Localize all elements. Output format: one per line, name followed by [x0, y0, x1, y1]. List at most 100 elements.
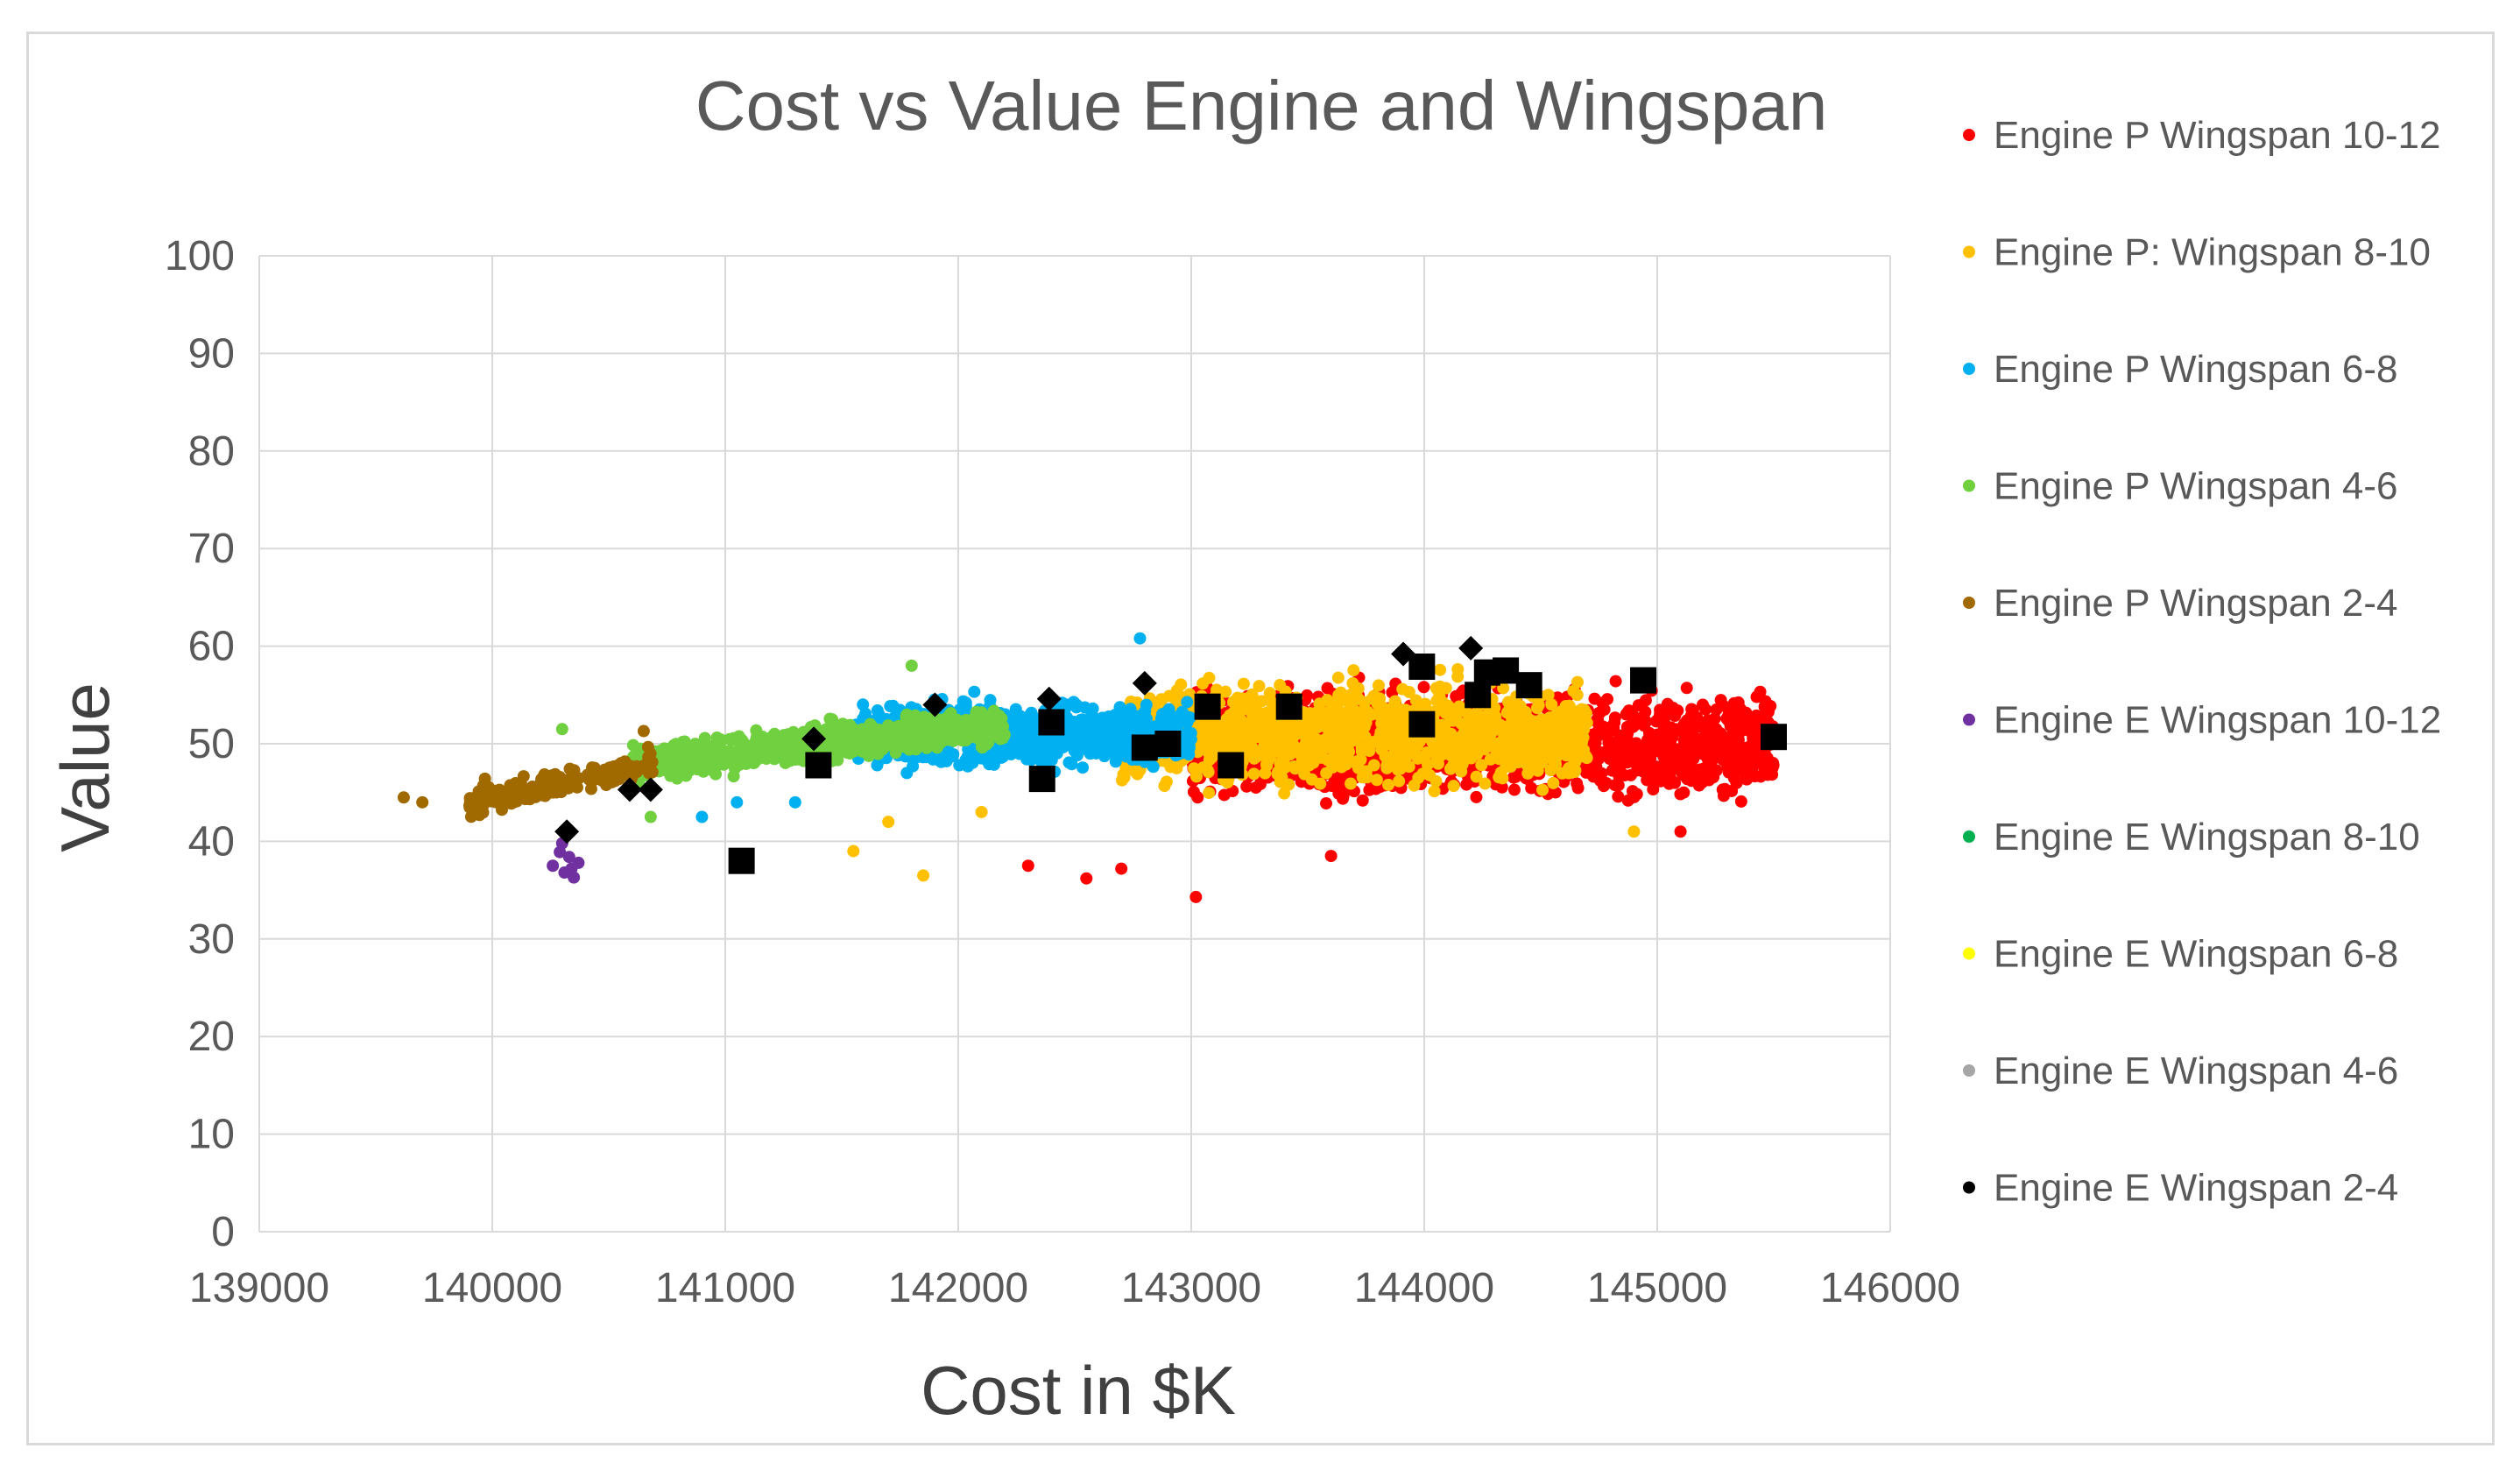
- data-point: [643, 766, 656, 779]
- data-point: [1331, 703, 1345, 717]
- data-point: [1183, 711, 1196, 724]
- data-point: [1258, 739, 1271, 753]
- data-point: [1674, 825, 1687, 838]
- data-point: [829, 724, 843, 738]
- data-point: [547, 786, 560, 799]
- data-point: [1560, 749, 1573, 762]
- square-marker: [1408, 710, 1436, 738]
- data-point: [1451, 662, 1465, 675]
- diamond-marker: [801, 726, 827, 752]
- data-point: [1402, 685, 1415, 698]
- data-point: [416, 795, 429, 809]
- data-point: [1370, 774, 1383, 787]
- data-point: [554, 845, 567, 859]
- data-point: [1575, 703, 1588, 716]
- y-tick-label: 10: [188, 1112, 235, 1158]
- data-point: [1268, 737, 1281, 750]
- data-point: [862, 749, 875, 762]
- data-point: [1080, 872, 1093, 885]
- legend-marker: [1963, 1181, 1975, 1194]
- data-point: [1528, 730, 1541, 743]
- data-point: [900, 767, 914, 780]
- data-point: [1520, 744, 1533, 757]
- data-point: [884, 700, 897, 713]
- data-point: [731, 795, 744, 809]
- data-point: [1455, 765, 1468, 778]
- legend-marker: [1963, 830, 1975, 843]
- data-point: [1331, 671, 1345, 684]
- square-marker: [1761, 724, 1787, 751]
- legend-label: Engine E Wingspan 4-6: [1994, 1049, 2398, 1092]
- data-point: [1718, 733, 1731, 746]
- data-point: [820, 723, 833, 736]
- data-point: [1417, 681, 1430, 694]
- data-point: [526, 781, 540, 795]
- legend-marker: [1963, 363, 1975, 375]
- data-point: [1495, 781, 1508, 794]
- diamond-marker: [1132, 670, 1157, 696]
- data-point: [1367, 689, 1380, 703]
- data-point: [1181, 696, 1194, 709]
- data-point: [547, 859, 560, 873]
- data-point: [1260, 758, 1273, 771]
- legend-label: Engine P Wingspan 6-8: [1994, 348, 2397, 391]
- y-tick-label: 60: [188, 624, 235, 670]
- data-point: [1394, 750, 1407, 763]
- data-point: [1125, 713, 1138, 726]
- data-point: [1091, 718, 1105, 731]
- data-point: [1734, 795, 1747, 808]
- data-point: [1115, 862, 1128, 875]
- data-point: [1680, 682, 1693, 695]
- data-point: [1324, 850, 1338, 863]
- data-point: [1547, 776, 1560, 789]
- data-point: [1660, 739, 1673, 753]
- square-marker: [1028, 766, 1055, 793]
- data-point: [1683, 745, 1696, 758]
- data-point: [1601, 693, 1614, 706]
- data-point: [1274, 757, 1287, 770]
- data-point: [1677, 717, 1691, 731]
- data-point: [1131, 767, 1144, 781]
- data-point: [1210, 735, 1223, 748]
- data-point: [637, 724, 650, 738]
- data-point: [517, 789, 530, 802]
- x-tick-label: 139000: [189, 1265, 329, 1311]
- data-point: [950, 713, 964, 726]
- data-point: [1449, 731, 1462, 745]
- data-point: [492, 791, 505, 804]
- data-point: [788, 795, 801, 809]
- data-point: [1375, 743, 1388, 756]
- data-point: [1210, 722, 1223, 735]
- data-point: [997, 720, 1010, 733]
- data-point: [917, 869, 930, 882]
- data-point: [1307, 710, 1320, 724]
- data-point: [1434, 663, 1447, 676]
- legend-label: Engine P Wingspan 10-12: [1994, 114, 2440, 157]
- data-point: [1255, 695, 1268, 708]
- data-point: [1697, 698, 1710, 711]
- data-point: [1766, 768, 1779, 781]
- data-point: [1016, 729, 1029, 742]
- data-point: [1531, 764, 1544, 777]
- data-point: [1749, 718, 1762, 731]
- data-point: [1394, 709, 1408, 722]
- data-point: [865, 723, 878, 736]
- data-point: [517, 770, 530, 783]
- legend-marker: [1963, 947, 1975, 960]
- data-point: [1590, 726, 1603, 739]
- data-point: [1507, 783, 1521, 796]
- data-point: [1547, 761, 1560, 774]
- data-point: [1609, 675, 1622, 688]
- data-point: [555, 723, 568, 736]
- data-point: [1470, 770, 1483, 783]
- x-tick-label: 142000: [888, 1265, 1028, 1311]
- data-point: [1240, 780, 1253, 793]
- data-point: [723, 747, 736, 760]
- data-point: [1630, 737, 1643, 750]
- data-point: [1031, 752, 1044, 765]
- data-point: [985, 726, 999, 739]
- data-point: [1246, 688, 1259, 701]
- data-point: [1617, 753, 1630, 767]
- data-point: [1627, 790, 1641, 803]
- data-point: [1243, 703, 1256, 717]
